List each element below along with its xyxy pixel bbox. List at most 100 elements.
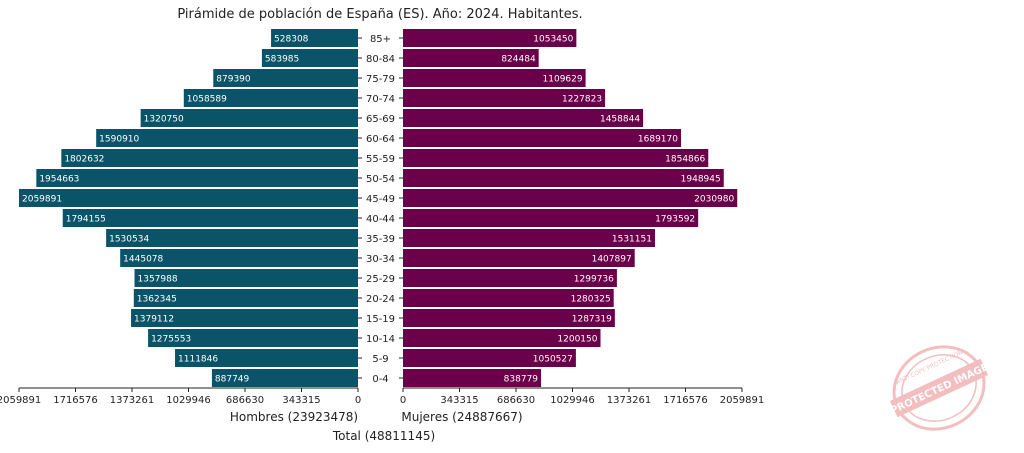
female-value-label: 1854866 [665, 155, 705, 165]
male-bar-15-19 [131, 309, 358, 327]
male-bar-80-84 [261, 49, 358, 67]
male-bar-20-24 [133, 289, 358, 307]
female-value-label: 1689170 [638, 135, 678, 145]
male-value-label: 1362345 [137, 295, 177, 305]
male-axis-label: Hombres (23923478) [230, 410, 358, 424]
male-value-label: 1802632 [64, 155, 104, 165]
female-value-label: 1109629 [543, 75, 583, 85]
female-bar-5-9 [403, 349, 576, 367]
age-group-label: 65-69 [366, 114, 395, 125]
female-value-label: 1793592 [655, 215, 695, 225]
female-bar-50-54 [403, 169, 724, 187]
left-tick-label: 0 [355, 395, 361, 406]
age-group-label: 60-64 [366, 134, 395, 145]
female-value-label: 1050527 [533, 355, 573, 365]
female-bar-60-64 [403, 129, 681, 147]
left-tick-label: 1716576 [53, 395, 98, 406]
female-value-label: 1299736 [574, 275, 614, 285]
male-value-label: 1379112 [134, 315, 174, 325]
female-value-label: 1458844 [600, 115, 640, 125]
male-bar-50-54 [36, 169, 358, 187]
male-value-label: 1445078 [123, 255, 163, 265]
age-group-label: 70-74 [366, 94, 395, 105]
male-value-label: 1058589 [187, 95, 227, 105]
male-bar-45-49 [19, 189, 358, 207]
age-group-labels: 0-4 5-9 10-14 15-19 20-24 25-29 30-34 35-39 40-4… [358, 34, 403, 385]
age-group-label: 35-39 [366, 234, 395, 245]
male-bar-35-39 [106, 229, 358, 247]
female-bar-85+ [403, 29, 577, 47]
male-value-label: 1357988 [138, 275, 178, 285]
male-bar-55-59 [61, 149, 358, 167]
female-value-label: 1948945 [681, 175, 721, 185]
right-tick-label: 1716576 [663, 395, 708, 406]
age-group-label: 10-14 [366, 334, 395, 345]
right-tick-label: 1029946 [550, 395, 595, 406]
male-value-label: 1275553 [151, 335, 191, 345]
female-bar-35-39 [403, 229, 655, 247]
female-bar-65-69 [403, 109, 644, 127]
age-group-label: 55-59 [366, 154, 395, 165]
left-tick-label: 343315 [282, 395, 320, 406]
right-tick-label: 343315 [440, 395, 478, 406]
female-bars: 838779 1050527 1200150 1287319 1280325 129973… [403, 29, 738, 387]
female-bar-55-59 [403, 149, 709, 167]
female-value-label: 2030980 [694, 195, 734, 205]
male-value-label: 1590910 [99, 135, 139, 145]
age-group-label: 50-54 [366, 174, 395, 185]
female-bar-45-49 [403, 189, 738, 207]
left-tick-label: 1029946 [166, 395, 211, 406]
female-bar-10-14 [403, 329, 601, 347]
male-bars: 887749 1111846 1275553 1379112 1362345 135798… [19, 29, 358, 387]
right-tick-label: 1373261 [607, 395, 652, 406]
female-bar-20-24 [403, 289, 614, 307]
male-value-label: 1530534 [109, 235, 149, 245]
female-bar-25-29 [403, 269, 617, 287]
age-group-label: 40-44 [366, 214, 395, 225]
male-value-label: 583985 [265, 55, 299, 65]
age-group-label: 20-24 [366, 294, 395, 305]
female-value-label: 824484 [501, 55, 536, 65]
female-axis-label: Mujeres (24887667) [401, 410, 522, 424]
male-bar-75-79 [213, 69, 358, 87]
age-group-label: 80-84 [366, 54, 395, 65]
male-bar-10-14 [148, 329, 358, 347]
male-bar-0-4 [211, 369, 358, 387]
male-bar-65-69 [140, 109, 358, 127]
female-value-label: 1227823 [562, 95, 602, 105]
right-tick-label: 2059891 [720, 395, 765, 406]
age-group-label: 0-4 [372, 374, 388, 385]
male-value-label: 2059891 [22, 195, 62, 205]
male-bar-30-34 [120, 249, 358, 267]
male-bar-85+ [271, 29, 358, 47]
age-group-label: 5-9 [372, 354, 388, 365]
age-group-label: 85+ [370, 34, 391, 45]
male-value-label: 1794155 [66, 215, 106, 225]
male-value-label: 1320750 [144, 115, 184, 125]
age-group-label: 45-49 [366, 194, 395, 205]
protected-image-stamp: PROTECTED IMAGE ANTI COPY PROTECTION [889, 345, 990, 431]
female-bar-75-79 [403, 69, 586, 87]
female-bar-15-19 [403, 309, 615, 327]
female-bar-30-34 [403, 249, 635, 267]
male-bar-70-74 [183, 89, 358, 107]
left-tick-label: 2059891 [0, 395, 41, 406]
female-value-label: 1200150 [557, 335, 597, 345]
female-value-label: 1053450 [533, 35, 573, 45]
female-value-label: 1407897 [592, 255, 632, 265]
male-bar-25-29 [134, 269, 358, 287]
female-bar-40-44 [403, 209, 699, 227]
male-value-label: 887749 [215, 375, 250, 385]
x-axes: 2059891 1716576 1373261 1029946 686630 343315… [0, 387, 765, 406]
chart-title: Pirámide de población de España (ES). Añ… [177, 7, 582, 22]
female-bar-70-74 [403, 89, 606, 107]
female-value-label: 1280325 [571, 295, 611, 305]
left-tick-label: 686630 [226, 395, 264, 406]
male-value-label: 1111846 [178, 355, 218, 365]
female-value-label: 838779 [504, 375, 539, 385]
age-group-label: 15-19 [366, 314, 395, 325]
female-value-label: 1531151 [612, 235, 652, 245]
male-value-label: 1954663 [39, 175, 79, 185]
male-bar-40-44 [62, 209, 358, 227]
